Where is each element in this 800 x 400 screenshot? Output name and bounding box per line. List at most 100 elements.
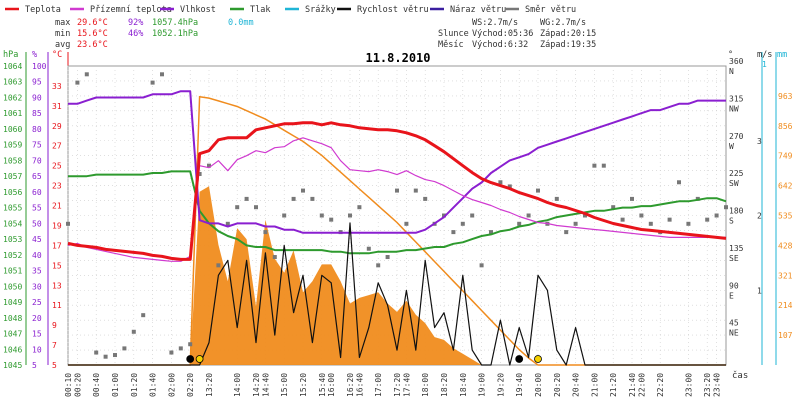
legend-label: Vlhkost — [180, 5, 216, 15]
radiation-axis-tick: 856 — [778, 122, 793, 131]
humidity-axis-tick: 30 — [32, 282, 42, 291]
wind-direction-point — [714, 213, 719, 218]
wind-direction-point — [470, 213, 475, 218]
stats-avg-temp: 23.6°C — [77, 40, 108, 50]
humidity-axis-tick: 10 — [32, 345, 42, 354]
plot-area — [66, 72, 728, 366]
temperature-axis-tick: 23 — [52, 182, 62, 191]
wind-direction-point — [282, 213, 287, 218]
wind-direction-point — [244, 196, 249, 201]
wind-direction-point — [460, 221, 465, 226]
x-tick-label: 14:00 — [233, 373, 242, 397]
wind-direction-point — [122, 346, 127, 351]
radiation-axis-tick: 963 — [778, 92, 793, 101]
wind-direction-point — [291, 196, 296, 201]
pressure-axis-tick: 1061 — [3, 109, 22, 118]
stats-max-rain: 0.0mm — [228, 18, 254, 28]
wind-direction-point — [536, 188, 540, 193]
humidity-axis-tick: 35 — [32, 267, 42, 276]
wind-direction-point — [507, 184, 512, 189]
stats-max-press: 1057.4hPa — [152, 18, 198, 28]
pressure-axis-tick: 1054 — [3, 219, 22, 228]
wind-direction-point — [724, 205, 728, 210]
humidity-axis-tick: 20 — [32, 314, 42, 323]
temperature-axis-tick: 21 — [52, 202, 62, 211]
wind-direction-point — [423, 196, 428, 201]
x-tick-label: 21:00 — [590, 373, 599, 397]
humidity-axis-tick: 95 — [32, 78, 42, 87]
stats-avg-label: avg — [55, 40, 70, 50]
radiation-axis-tick: 107 — [778, 331, 793, 340]
x-tick-label: 18:00 — [421, 373, 430, 397]
x-tick-label: 14:20 — [252, 373, 261, 397]
wind-direction-point — [583, 213, 587, 218]
wind-direction-point — [310, 196, 315, 201]
humidity-axis-tick: 75 — [32, 141, 42, 150]
wind-direction-point — [178, 346, 183, 351]
direction-axis-label: N — [729, 67, 734, 76]
wind-direction-point — [648, 221, 653, 226]
wind-direction-point — [554, 196, 559, 201]
temperature-axis-tick: 27 — [52, 142, 62, 151]
wind-direction-point — [254, 205, 258, 210]
direction-axis-label: SE — [729, 254, 739, 263]
stats-max-hum: 92% — [128, 18, 143, 28]
wind-direction-point — [526, 213, 531, 218]
pressure-axis-tick: 1045 — [3, 361, 22, 370]
direction-axis-label: NE — [729, 329, 739, 338]
x-tick-label: 21:40 — [628, 373, 637, 397]
wind-direction-point — [705, 217, 710, 222]
moon-rise-marker — [186, 355, 195, 363]
stats-min-temp: 15.6°C — [77, 29, 108, 39]
x-tick-label: 01:40 — [149, 373, 158, 397]
humidity-axis-tick: 85 — [32, 109, 42, 118]
radiation-axis-tick: 642 — [778, 182, 793, 191]
wind-direction-point — [348, 213, 352, 218]
radiation-area — [68, 186, 726, 365]
sun-set: Západ:20:15 — [540, 29, 596, 39]
temperature-axis-tick: 25 — [52, 162, 62, 171]
rain-axis-tick: 1 — [762, 60, 767, 69]
temperature-axis-tick: 19 — [52, 221, 62, 230]
wind-direction-point — [197, 171, 202, 176]
pressure-axis-tick: 1055 — [3, 204, 22, 213]
humidity-axis-tick: 40 — [32, 251, 42, 260]
direction-axis-tick: 180 — [729, 207, 744, 216]
vlhkost-line — [68, 90, 726, 234]
humidity-axis-tick: 50 — [32, 219, 42, 228]
moon-label: Měsíc — [438, 40, 464, 50]
wind-direction-point — [225, 221, 230, 226]
legend-label: Srážky — [305, 5, 336, 15]
humidity-axis-tick: 55 — [32, 204, 42, 213]
x-tick-label: 15:20 — [299, 373, 308, 397]
x-tick-label: 13:20 — [205, 373, 214, 397]
pressure-axis-tick: 1046 — [3, 345, 22, 354]
x-tick-label: 14:40 — [261, 373, 270, 397]
pressure-axis-tick: 1057 — [3, 172, 22, 181]
pressure-axis-tick: 1064 — [3, 62, 22, 71]
wind-speed-stat: WS:2.7m/s — [472, 18, 518, 28]
wind-direction-point — [272, 255, 277, 260]
legend-label: Směr větru — [525, 5, 576, 15]
moon-set-marker — [515, 355, 524, 363]
x-tick-label: 20:20 — [553, 373, 562, 397]
stats-min-press: 1052.1hPa — [152, 29, 198, 39]
wind-axis-tick: 2 — [757, 212, 762, 221]
stats-max-temp: 29.6°C — [77, 18, 108, 28]
x-tick-label: 16:40 — [355, 373, 364, 397]
wind-direction-point — [479, 263, 484, 268]
temperature-axis-tick: 13 — [52, 281, 62, 290]
wind-direction-point — [442, 213, 446, 218]
pressure-axis-tick: 1056 — [3, 188, 22, 197]
temperature-axis-unit: °C — [52, 50, 62, 60]
wind-direction-point — [150, 80, 155, 85]
rychlost-v-tru-line — [68, 222, 726, 366]
x-axis-label: čas — [732, 370, 748, 381]
x-tick-label: 22:20 — [656, 373, 665, 397]
stats-max-label: max — [55, 18, 70, 28]
wind-direction-point — [75, 80, 80, 85]
wind-axis-tick: 1 — [757, 286, 762, 295]
temperature-axis-tick: 7 — [52, 341, 57, 350]
temperature-axis-tick: 15 — [52, 261, 62, 270]
wind-direction-point — [677, 180, 681, 185]
